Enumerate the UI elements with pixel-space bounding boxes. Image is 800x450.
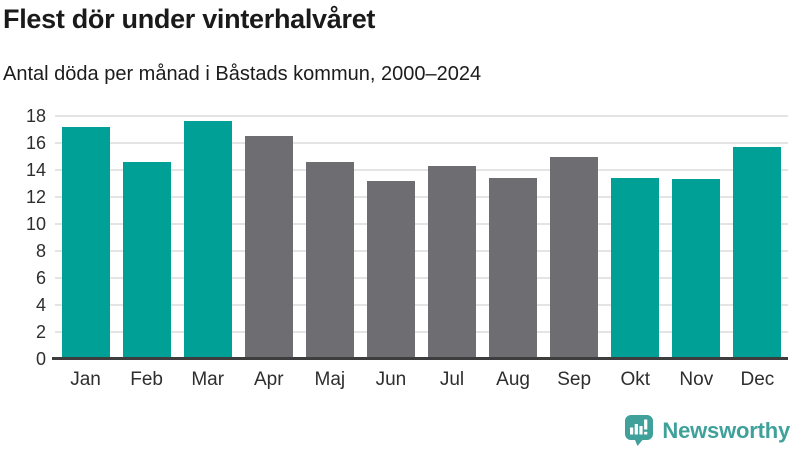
bar-slot-jun <box>360 116 421 359</box>
chart-title: Flest dör under vinterhalvåret <box>3 4 376 34</box>
bar-maj <box>305 161 354 359</box>
chart-subtitle: Antal döda per månad i Båstads kommun, 2… <box>3 63 482 85</box>
bar-jan <box>61 126 110 359</box>
bar-slot-jul <box>421 116 482 359</box>
x-tick-label-jan: Jan <box>70 369 101 390</box>
x-tick-label-apr: Apr <box>253 369 284 390</box>
y-tick-label-10: 10 <box>25 214 46 234</box>
bar-mar <box>183 121 232 359</box>
newsworthy-speech-bubble-chart-icon <box>625 415 654 446</box>
gridline-8 <box>55 250 788 252</box>
bar-slot-maj <box>299 116 360 359</box>
gridline-14 <box>55 169 788 171</box>
x-tick-label-mar: Mar <box>191 369 225 390</box>
gridline-4 <box>55 304 788 306</box>
brand-logo: Newsworthy <box>624 414 790 447</box>
bar-slot-okt <box>605 116 666 359</box>
x-tick-label-feb: Feb <box>130 369 163 390</box>
gridline-6 <box>55 277 788 279</box>
x-tick-label-okt: Okt <box>620 369 651 390</box>
bar-series <box>55 116 788 359</box>
bar-slot-dec <box>727 116 788 359</box>
x-tick-label-dec: Dec <box>740 369 775 390</box>
bar-dec <box>733 147 782 359</box>
bar-slot-aug <box>483 116 544 359</box>
plot-area <box>55 115 788 359</box>
x-tick-label-sep: Sep <box>557 369 592 390</box>
y-axis: 0 2 4 6 8 10 12 14 16 18 <box>0 107 46 368</box>
x-tick-label-jun: Jun <box>375 369 407 390</box>
bar-nov <box>672 179 721 359</box>
bar-slot-apr <box>238 116 299 359</box>
bar-jul <box>428 165 476 359</box>
x-axis-labels: Jan Feb Mar Apr Maj Jun Jul Aug Sep Okt Nov Dec <box>55 369 788 391</box>
bar-slot-nov <box>666 116 727 359</box>
y-tick-label-2: 2 <box>35 322 46 342</box>
gridline-2 <box>55 331 788 333</box>
brand-name: Newsworthy <box>662 417 790 443</box>
bar-slot-jan <box>55 116 116 359</box>
y-tick-label-14: 14 <box>25 160 46 180</box>
bar-slot-mar <box>177 116 238 359</box>
x-tick-label-jul: Jul <box>439 369 465 390</box>
x-tick-label-nov: Nov <box>679 369 714 390</box>
y-tick-label-6: 6 <box>35 268 46 288</box>
y-tick-label-18: 18 <box>25 106 46 126</box>
bar-slot-sep <box>544 116 605 359</box>
x-axis-line <box>52 357 788 360</box>
x-tick-label-maj: Maj <box>314 369 346 390</box>
gridline-10 <box>55 223 788 225</box>
bar-slot-feb <box>116 116 177 359</box>
bar-okt <box>611 178 660 359</box>
y-tick-label-4: 4 <box>35 295 46 315</box>
x-tick-label-aug: Aug <box>496 369 530 390</box>
bar-feb <box>122 161 171 359</box>
bar-aug <box>489 178 538 359</box>
bar-sep <box>550 156 599 359</box>
y-tick-label-12: 12 <box>25 187 46 207</box>
bar-jun <box>366 180 415 359</box>
gridline-18 <box>55 115 788 117</box>
bar-apr <box>244 136 293 359</box>
y-tick-label-16: 16 <box>25 133 46 153</box>
y-tick-label-8: 8 <box>35 241 46 261</box>
y-tick-label-0: 0 <box>35 349 46 369</box>
gridline-12 <box>55 196 788 198</box>
gridline-16 <box>55 142 788 144</box>
